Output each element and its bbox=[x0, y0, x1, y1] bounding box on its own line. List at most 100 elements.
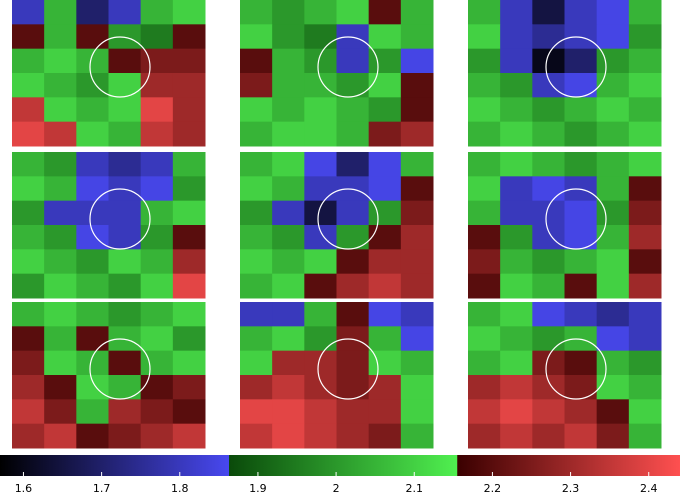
heatmap-cell bbox=[400, 121, 434, 147]
heatmap-cell bbox=[500, 121, 533, 147]
heatmap-cell bbox=[304, 121, 337, 147]
heatmap-cell bbox=[336, 375, 370, 400]
heatmap-cell bbox=[400, 24, 434, 50]
heatmap-cell bbox=[500, 176, 533, 202]
heatmap-cell bbox=[172, 375, 206, 400]
aperture-circle bbox=[317, 338, 379, 400]
heatmap-cell bbox=[500, 399, 533, 425]
heatmap-cell bbox=[304, 249, 337, 275]
heatmap-cell bbox=[172, 0, 206, 25]
heatmap-cell bbox=[400, 0, 434, 25]
aperture-circle bbox=[89, 338, 151, 400]
heatmap-cell bbox=[532, 152, 565, 177]
heatmap-cell bbox=[240, 273, 273, 299]
heatmap-cell bbox=[108, 399, 142, 425]
heatmap-cell bbox=[76, 350, 109, 376]
heatmap-cell bbox=[500, 350, 533, 376]
heatmap-cell bbox=[628, 73, 662, 98]
heatmap-cell bbox=[108, 375, 142, 400]
heatmap-cell bbox=[500, 24, 533, 50]
heatmap-cell bbox=[140, 225, 174, 250]
heatmap-cell bbox=[500, 0, 533, 25]
heatmap-cell bbox=[272, 0, 305, 25]
heatmap-cell bbox=[108, 152, 142, 177]
heatmap-cell bbox=[500, 375, 533, 400]
heatmap-cell bbox=[596, 0, 630, 25]
heatmap-cell bbox=[304, 24, 337, 50]
heatmap-cell bbox=[564, 399, 598, 425]
heatmap-cell bbox=[400, 176, 434, 202]
heatmap-panel bbox=[468, 152, 662, 299]
colorbar-tick-label: 2 bbox=[333, 482, 340, 495]
heatmap-cell bbox=[44, 0, 77, 25]
heatmap-cell bbox=[44, 225, 77, 250]
heatmap-cell bbox=[172, 273, 206, 299]
heatmap-cell bbox=[468, 0, 501, 25]
heatmap-cell bbox=[628, 121, 662, 147]
heatmap-cell bbox=[596, 24, 630, 50]
heatmap-cell bbox=[468, 225, 501, 250]
heatmap-cell bbox=[108, 121, 142, 147]
heatmap-cell bbox=[12, 249, 45, 275]
heatmap-panel bbox=[468, 0, 662, 147]
heatmap-cell bbox=[172, 176, 206, 202]
heatmap-cell bbox=[240, 200, 273, 226]
heatmap-cell bbox=[468, 326, 501, 352]
heatmap-cell bbox=[468, 249, 501, 275]
colorbar-segment bbox=[229, 455, 458, 476]
heatmap-cell bbox=[76, 121, 109, 147]
heatmap-cell bbox=[336, 200, 370, 226]
heatmap-cell bbox=[12, 176, 45, 202]
heatmap-cell bbox=[564, 152, 598, 177]
heatmap-cell bbox=[108, 423, 142, 449]
heatmap-cell bbox=[12, 152, 45, 177]
colorbar-tick-label: 1.8 bbox=[171, 482, 189, 495]
heatmap-cell bbox=[532, 0, 565, 25]
heatmap-cell bbox=[400, 97, 434, 123]
heatmap-cell bbox=[304, 326, 337, 352]
heatmap-cell bbox=[500, 273, 533, 299]
heatmap-cell bbox=[44, 326, 77, 352]
heatmap-cell bbox=[172, 249, 206, 275]
heatmap-cell bbox=[108, 24, 142, 50]
heatmap-cell bbox=[368, 326, 402, 352]
heatmap-cell bbox=[468, 399, 501, 425]
heatmap-cell bbox=[272, 48, 305, 74]
heatmap-cell bbox=[140, 273, 174, 299]
heatmap-cell bbox=[272, 121, 305, 147]
heatmap-cell bbox=[304, 97, 337, 123]
heatmap-cell bbox=[596, 423, 630, 449]
heatmap-cell bbox=[272, 423, 305, 449]
heatmap-cell bbox=[336, 423, 370, 449]
heatmap-cell bbox=[240, 399, 273, 425]
heatmap-cell bbox=[368, 423, 402, 449]
heatmap-cell bbox=[12, 375, 45, 400]
heatmap-cell bbox=[532, 249, 565, 275]
heatmap-cell bbox=[336, 302, 370, 327]
heatmap-panel bbox=[12, 0, 206, 147]
heatmap-cell bbox=[336, 225, 370, 250]
aperture-circle bbox=[89, 188, 151, 250]
heatmap-cell bbox=[532, 97, 565, 123]
heatmap-cell bbox=[76, 326, 109, 352]
heatmap-cell bbox=[272, 375, 305, 400]
heatmap-cell bbox=[272, 176, 305, 202]
heatmap-cell bbox=[76, 97, 109, 123]
heatmap-cell bbox=[400, 225, 434, 250]
heatmap-cell bbox=[400, 273, 434, 299]
colorbar-tick-label: 1.9 bbox=[249, 482, 267, 495]
heatmap-panel bbox=[240, 152, 434, 299]
heatmap-cell bbox=[564, 273, 598, 299]
heatmap-cell bbox=[564, 249, 598, 275]
heatmap-cell bbox=[336, 152, 370, 177]
heatmap-cell bbox=[400, 200, 434, 226]
heatmap-cell bbox=[304, 273, 337, 299]
heatmap-cell bbox=[172, 152, 206, 177]
heatmap-cell bbox=[500, 326, 533, 352]
heatmap-cell bbox=[44, 273, 77, 299]
heatmap-cell bbox=[76, 302, 109, 327]
heatmap-cell bbox=[468, 302, 501, 327]
heatmap-cell bbox=[108, 273, 142, 299]
colorbar-tick-label: 2.4 bbox=[640, 482, 658, 495]
